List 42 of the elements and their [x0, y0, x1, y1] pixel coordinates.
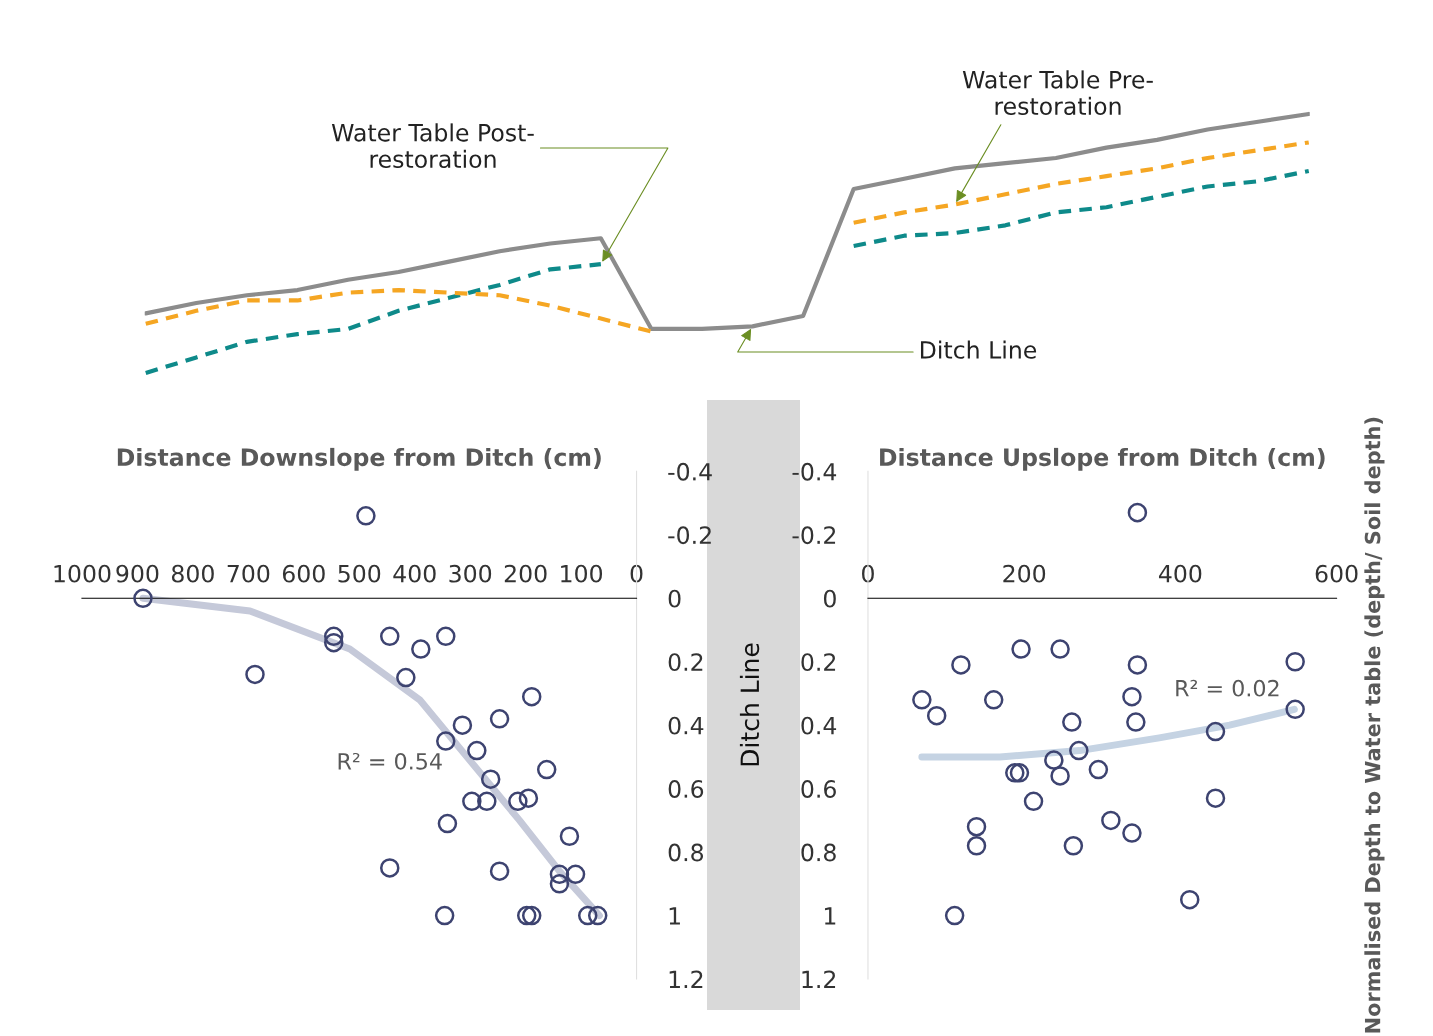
annotation: R² = 0.54	[338, 752, 442, 770]
annotation: Ditch Line	[920, 340, 1037, 359]
y-tick-label: 1	[669, 907, 680, 925]
y-tick-label: 0.4	[668, 716, 704, 735]
y-tick-label: 0	[823, 589, 836, 608]
y-tick-label: 0.8	[668, 843, 704, 862]
x-tick-label: 0	[862, 564, 874, 583]
x-tick-label: 300	[449, 564, 492, 583]
x-tick-label: 0	[630, 564, 643, 583]
x-tick-label: 1000	[54, 564, 111, 583]
x-tick-label: 400	[393, 564, 436, 583]
y-tick-label: -0.2	[792, 526, 836, 545]
y-tick-label: 0.2	[668, 653, 703, 672]
x-tick-label: 500	[338, 564, 381, 583]
y-axis-title: Normalised Depth to Water table (depth/ Soil depth)	[1364, 417, 1385, 1033]
x-tick-label: 800	[171, 564, 214, 583]
y-tick-label: 0.6	[801, 780, 836, 798]
x-tick-label: 600	[282, 564, 325, 583]
x-axis-title: Distance Upslope from Ditch (cm)	[880, 447, 1325, 471]
x-tick-label: 600	[1315, 564, 1358, 583]
y-tick-label: 1.2	[669, 970, 703, 988]
x-axis-title: Distance Downslope from Ditch (cm)	[117, 447, 601, 471]
y-tick-label: 1.2	[802, 970, 836, 988]
y-tick-label: 0.6	[668, 780, 704, 798]
y-tick-label: -0.4	[792, 462, 837, 481]
x-tick-label: 100	[561, 564, 603, 583]
x-tick-label: 700	[227, 564, 270, 583]
y-tick-label: 0.2	[801, 653, 836, 672]
y-tick-label: -0.2	[668, 526, 711, 545]
y-tick-label: 0	[668, 589, 681, 608]
annotation: Water Table Pre- restoration	[962, 70, 1153, 116]
annotation: R² = 0.02	[1176, 679, 1279, 697]
x-tick-label: 400	[1158, 564, 1202, 583]
annotation: Water Table Post- restoration	[331, 123, 534, 169]
x-tick-label: 200	[1003, 564, 1046, 583]
x-tick-label: 200	[504, 564, 547, 583]
text: Ditch Line	[739, 643, 760, 766]
y-tick-label: 0.8	[801, 843, 836, 862]
y-tick-label: 0.4	[801, 716, 837, 735]
y-tick-label: 1	[824, 907, 836, 925]
x-tick-label: 900	[116, 564, 159, 583]
y-tick-label: -0.4	[668, 462, 712, 481]
